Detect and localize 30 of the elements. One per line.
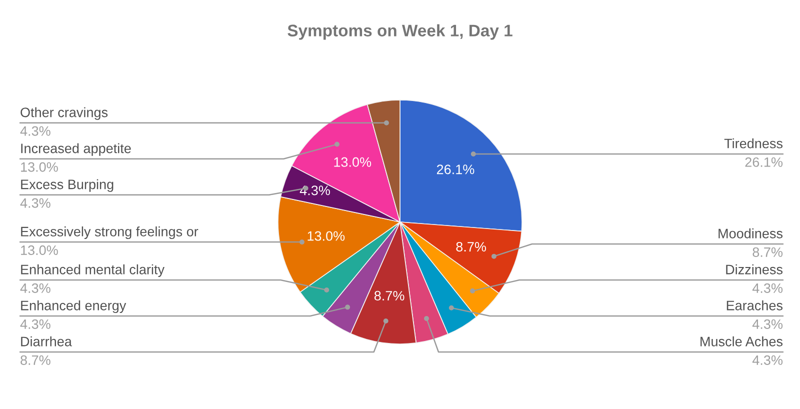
slice-label: Enhanced energy xyxy=(21,300,126,313)
chart-title: Symptoms on Week 1, Day 1 xyxy=(288,24,512,40)
data-label: 4.3% xyxy=(20,198,50,208)
text: 13.0% xyxy=(308,231,345,241)
slice-label: Muscle Aches xyxy=(700,336,783,346)
data-label: 4.3% xyxy=(20,283,50,293)
data-label: 4.3% xyxy=(752,283,783,293)
data-label: 8.7% xyxy=(752,247,783,257)
slice-label: Other cravings xyxy=(20,107,108,120)
text: 26.1% xyxy=(436,164,474,174)
slice-label: Enhanced mental clarity xyxy=(21,264,164,277)
data-label: 26.1% xyxy=(745,157,783,167)
slice-label: Moodiness xyxy=(718,228,783,238)
slice-label: Earaches xyxy=(726,300,783,310)
slice-label: Dizziness xyxy=(726,264,783,274)
data-label: 4.3% xyxy=(752,319,783,329)
data-label: 13.0% xyxy=(21,162,58,172)
text: 8.7% xyxy=(374,290,404,301)
text: 8.7% xyxy=(456,242,486,252)
data-label: 13.0% xyxy=(21,245,58,256)
slice-label: Diarrhea xyxy=(21,336,72,346)
text: 13.0% xyxy=(334,157,372,167)
data-label: 4.3% xyxy=(20,126,50,136)
data-label: 4.3% xyxy=(20,319,50,329)
slice-label: Excessively strong feelings or xyxy=(21,226,198,240)
slice-label: Tiredness xyxy=(724,138,783,148)
data-label: 4.3% xyxy=(752,355,783,365)
slice-label: Excess Burping xyxy=(21,179,114,192)
data-label: 8.7% xyxy=(20,355,50,365)
slice-label: Increased appetite xyxy=(21,143,131,156)
